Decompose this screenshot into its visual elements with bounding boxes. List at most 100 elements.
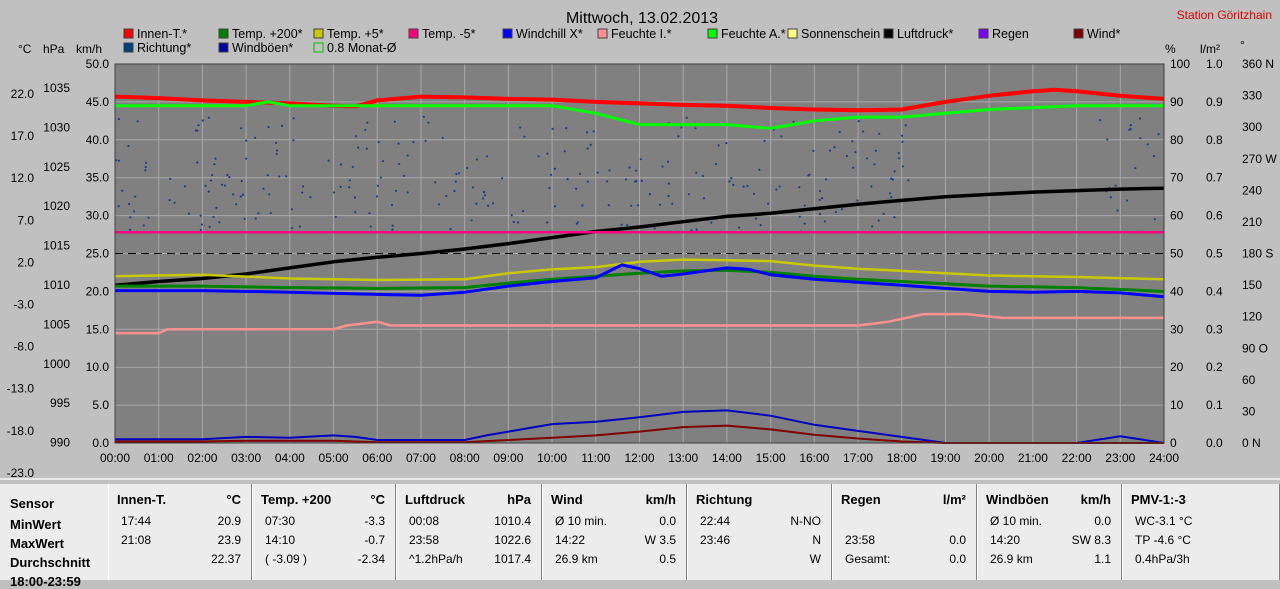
press-unit-label: hPa xyxy=(43,42,65,56)
x-tick-label: 01:00 xyxy=(144,451,174,465)
direction-point xyxy=(117,118,121,121)
direction-point xyxy=(907,179,910,182)
rain-tick-label: 1.0 xyxy=(1206,57,1223,71)
panel-cell-label: 14:22 xyxy=(555,533,586,547)
direction-point xyxy=(129,216,132,219)
direction-point xyxy=(285,175,288,178)
direction-point xyxy=(348,186,351,189)
direction-point xyxy=(292,117,295,120)
direction-point xyxy=(512,220,515,224)
press-tick-label: 1005 xyxy=(43,317,70,331)
direction-point xyxy=(218,221,221,224)
x-tick-label: 16:00 xyxy=(799,451,829,465)
direction-point xyxy=(725,142,728,145)
direction-point xyxy=(199,228,202,232)
direction-point xyxy=(803,204,806,207)
direction-point xyxy=(398,162,401,166)
direction-point xyxy=(207,190,210,193)
direction-point xyxy=(1129,124,1132,127)
direction-point xyxy=(390,203,394,207)
panel-cell-label: 17:44 xyxy=(121,514,152,528)
direction-point xyxy=(871,225,874,228)
x-tick-label: 15:00 xyxy=(756,451,786,465)
direction-point xyxy=(1134,167,1137,170)
direction-point xyxy=(854,151,857,154)
direction-point xyxy=(132,210,136,213)
direction-point xyxy=(267,125,270,129)
legend-label: Feuchte I.* xyxy=(611,27,672,41)
x-tick-label: 08:00 xyxy=(450,451,480,465)
direction-point xyxy=(475,202,478,205)
series-temp-200 xyxy=(115,268,1165,293)
wind-tick-label: 5.0 xyxy=(92,398,109,412)
press-tick-label: 1030 xyxy=(43,120,70,134)
direction-point xyxy=(566,178,569,181)
rain-tick-label: 0.5 xyxy=(1206,247,1223,261)
direction-point xyxy=(1129,127,1132,131)
direction-point xyxy=(838,130,841,134)
panel-header: Windböen xyxy=(986,492,1049,507)
rain-tick-label: 0.4 xyxy=(1206,284,1223,298)
direction-point xyxy=(818,189,822,193)
direction-point xyxy=(144,169,147,172)
direction-point xyxy=(857,119,860,123)
panel-unit: l/m² xyxy=(942,492,966,507)
direction-point xyxy=(754,217,758,220)
direction-point xyxy=(354,135,358,138)
direction-point xyxy=(368,212,371,215)
direction-point xyxy=(482,197,485,200)
direction-point xyxy=(626,223,629,227)
direction-point xyxy=(628,166,631,169)
direction-point xyxy=(792,120,795,123)
direction-point xyxy=(687,193,690,196)
legend-swatch xyxy=(1073,28,1084,39)
direction-point xyxy=(290,208,293,211)
stats-panel-luftdruck: Luftdruck hPa 00:08 1010.4 23:58 1022.6 ^1.2hP… xyxy=(396,484,542,580)
legend-swatch xyxy=(313,42,324,53)
direction-point xyxy=(620,223,623,226)
direction-point xyxy=(865,157,869,160)
direction-point xyxy=(702,197,706,200)
direction-point xyxy=(767,202,770,205)
direction-point xyxy=(254,217,257,220)
direction-point xyxy=(168,198,171,202)
wind-tick-label: 10.0 xyxy=(86,360,110,374)
stats-panel-windb-en: Windböen km/h Ø 10 min. 0.0 14:20 SW 8.3 26.9 … xyxy=(977,484,1122,580)
direction-point xyxy=(243,217,246,220)
temp-tick-label: 22.0 xyxy=(11,87,35,101)
chart-axes: 00:00 01:00 02:00 03:00 04:00 05:00 06:00 07:00… xyxy=(7,57,1278,478)
row-label-max: MaxWert xyxy=(10,536,64,551)
direction-point xyxy=(877,219,880,222)
legend-swatch xyxy=(218,42,229,53)
direction-point xyxy=(825,178,828,181)
direction-point xyxy=(1106,138,1109,141)
panel-cell-value: -0.7 xyxy=(364,533,385,547)
direction-point xyxy=(607,204,610,207)
direction-point xyxy=(523,135,526,138)
direction-point xyxy=(758,168,761,171)
panel-header: Regen xyxy=(841,492,881,507)
direction-point xyxy=(327,159,330,162)
direction-point xyxy=(833,145,836,149)
rain-tick-label: 0.1 xyxy=(1206,398,1223,412)
direction-point xyxy=(834,210,838,214)
direction-point xyxy=(292,139,295,142)
direction-point xyxy=(241,193,245,196)
direction-point xyxy=(455,172,458,176)
direction-point xyxy=(449,227,452,231)
direction-point xyxy=(453,189,456,193)
direction-point xyxy=(194,129,198,132)
chart-title: Mittwoch, 13.02.2013 xyxy=(566,10,718,27)
direction-point xyxy=(262,187,265,190)
direction-point xyxy=(549,173,553,176)
direction-point xyxy=(201,119,204,122)
temp-tick-label: -3.0 xyxy=(13,298,34,312)
panel-cell-label: 23:46 xyxy=(700,533,731,547)
direction-point xyxy=(214,157,217,160)
stats-panel-wind: Wind km/h Ø 10 min. 0.0 14:22 W 3.5 26.9 km 0.5 xyxy=(542,484,687,580)
direction-point xyxy=(667,194,670,198)
dir-tick-label: 150 xyxy=(1242,278,1262,292)
direction-point xyxy=(546,221,549,224)
rain-tick-label: 0.6 xyxy=(1206,209,1223,223)
direction-point xyxy=(406,154,409,157)
